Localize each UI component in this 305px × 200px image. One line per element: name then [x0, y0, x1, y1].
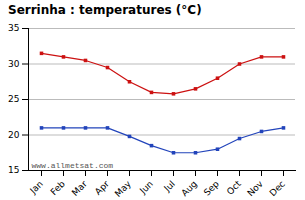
svg-text:Sep: Sep	[202, 179, 221, 198]
svg-text:Oct: Oct	[225, 178, 243, 196]
svg-text:25: 25	[8, 94, 19, 104]
svg-text:20: 20	[8, 130, 20, 140]
svg-text:15: 15	[8, 165, 19, 175]
svg-text:Mar: Mar	[70, 178, 89, 197]
svg-text:Aug: Aug	[179, 179, 199, 199]
svg-text:www.allmetsat.com: www.allmetsat.com	[32, 161, 114, 170]
svg-text:Feb: Feb	[49, 179, 68, 198]
svg-text:30: 30	[8, 59, 20, 69]
svg-text:Jul: Jul	[161, 179, 176, 194]
svg-text:Jun: Jun	[137, 179, 155, 197]
svg-text:Jan: Jan	[27, 179, 45, 197]
html-text:Serrinha : temperatures (°C): Serrinha : temperatures (°C)	[8, 3, 202, 17]
svg-text:Apr: Apr	[93, 179, 111, 197]
svg-text:Dec: Dec	[268, 179, 287, 198]
svg-text:35: 35	[8, 23, 19, 33]
svg-text:May: May	[113, 178, 134, 199]
svg-text:Nov: Nov	[245, 178, 265, 198]
